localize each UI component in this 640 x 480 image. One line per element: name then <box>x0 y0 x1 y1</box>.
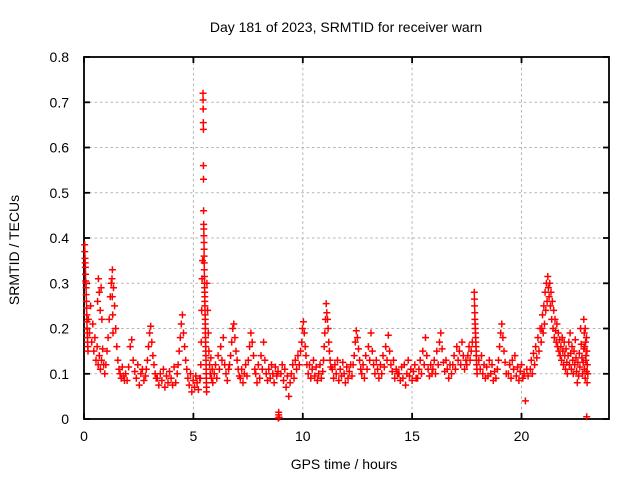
x-tick-label: 5 <box>190 428 198 444</box>
y-tick-label: 0.2 <box>50 321 70 337</box>
y-tick-label: 0.8 <box>50 49 70 65</box>
y-tick-label: 0.3 <box>50 275 70 291</box>
plot-border <box>83 56 610 420</box>
y-tick-label: 0 <box>61 411 69 427</box>
y-tick-label: 0.5 <box>50 185 70 201</box>
x-tick-label: 0 <box>80 428 88 444</box>
grid-lines <box>84 57 609 419</box>
y-tick-label: 0.6 <box>50 140 70 156</box>
x-tick-label: 10 <box>295 428 311 444</box>
y-tick-label: 0.4 <box>50 230 70 246</box>
y-tick-label: 0.1 <box>50 366 70 382</box>
tick-labels: 0 5 10 15 20 0 0.1 0.2 0.3 0.4 0.5 0.6 0.7 0.8 <box>50 49 530 444</box>
y-axis-label: SRMTID / TECUs <box>6 195 22 305</box>
x-axis-label: GPS time / hours <box>291 456 398 472</box>
y-tick-label: 0.7 <box>50 94 70 110</box>
chart-title: Day 181 of 2023, SRMTID for receiver war… <box>210 19 482 35</box>
x-tick-label: 15 <box>404 428 420 444</box>
x-tick-label: 20 <box>514 428 530 444</box>
scatter-series-points <box>81 89 592 422</box>
